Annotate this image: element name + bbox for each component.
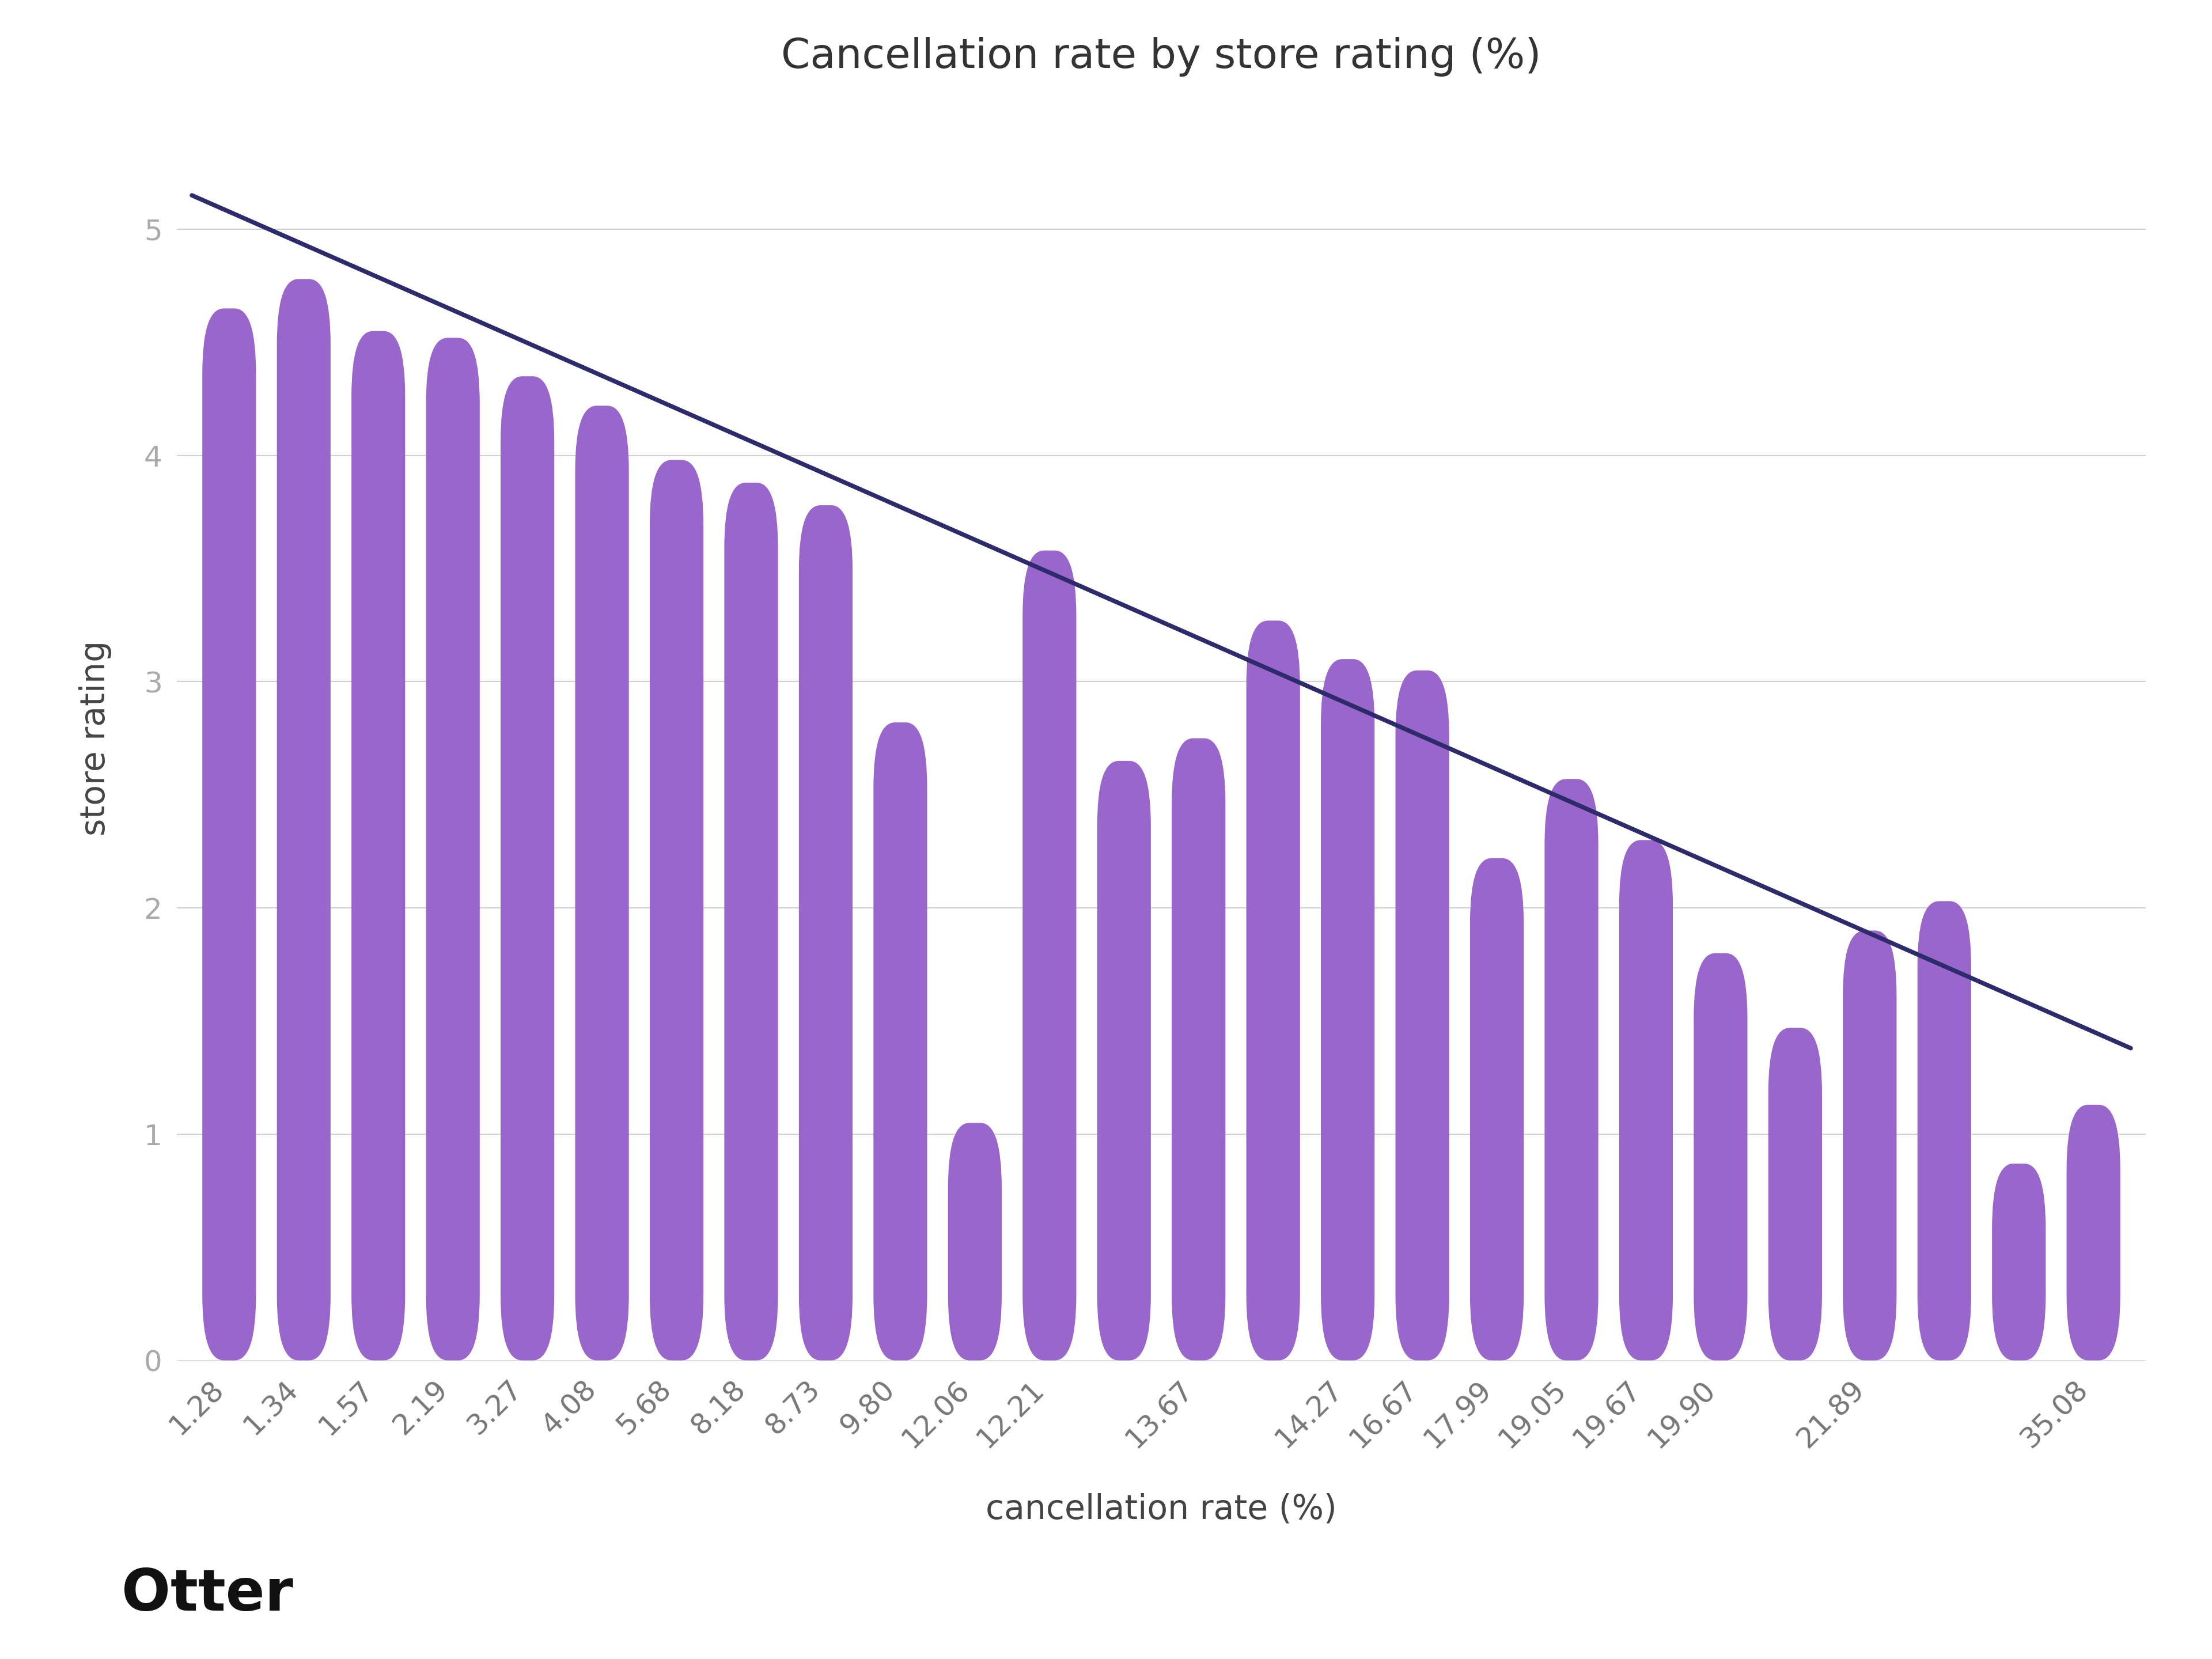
FancyBboxPatch shape <box>1022 551 1077 1360</box>
FancyBboxPatch shape <box>1172 738 1225 1360</box>
FancyBboxPatch shape <box>427 338 480 1360</box>
FancyBboxPatch shape <box>1097 761 1150 1360</box>
Title: Cancellation rate by store rating (%): Cancellation rate by store rating (%) <box>781 36 1542 76</box>
Text: Otter: Otter <box>122 1566 294 1623</box>
FancyBboxPatch shape <box>500 377 555 1360</box>
FancyBboxPatch shape <box>1471 858 1524 1360</box>
FancyBboxPatch shape <box>650 460 703 1360</box>
FancyBboxPatch shape <box>575 406 628 1360</box>
FancyBboxPatch shape <box>1321 659 1374 1360</box>
Y-axis label: store rating: store rating <box>80 640 113 836</box>
FancyBboxPatch shape <box>799 506 852 1360</box>
FancyBboxPatch shape <box>1694 954 1747 1360</box>
FancyBboxPatch shape <box>1993 1163 2046 1360</box>
FancyBboxPatch shape <box>723 483 779 1360</box>
FancyBboxPatch shape <box>201 309 257 1360</box>
FancyBboxPatch shape <box>874 722 927 1360</box>
FancyBboxPatch shape <box>2066 1105 2121 1360</box>
FancyBboxPatch shape <box>1245 620 1301 1360</box>
FancyBboxPatch shape <box>1843 931 1896 1360</box>
FancyBboxPatch shape <box>352 332 405 1360</box>
FancyBboxPatch shape <box>1544 780 1599 1360</box>
FancyBboxPatch shape <box>1918 901 1971 1360</box>
FancyBboxPatch shape <box>1396 670 1449 1360</box>
FancyBboxPatch shape <box>276 279 330 1360</box>
FancyBboxPatch shape <box>949 1123 1002 1360</box>
FancyBboxPatch shape <box>1767 1029 1823 1360</box>
X-axis label: cancellation rate (%): cancellation rate (%) <box>987 1493 1336 1526</box>
FancyBboxPatch shape <box>1619 839 1672 1360</box>
